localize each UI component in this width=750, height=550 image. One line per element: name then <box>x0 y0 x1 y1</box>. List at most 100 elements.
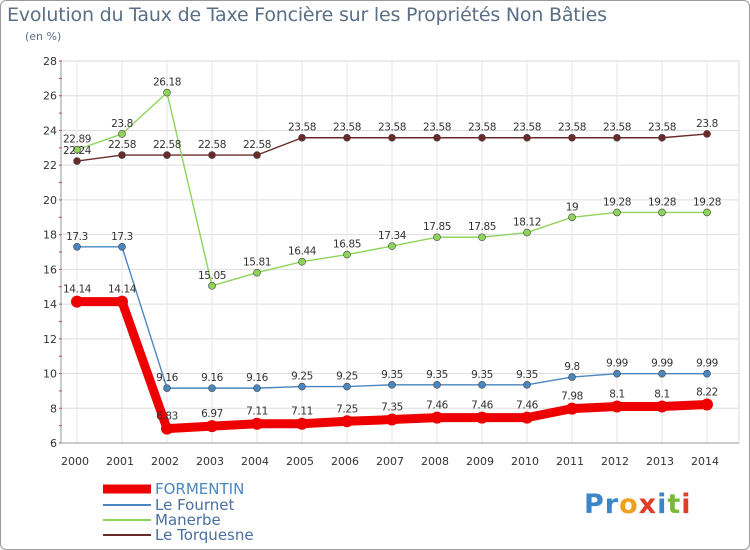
data-point <box>433 233 441 242</box>
data-label: 9.16 <box>156 372 178 384</box>
x-tick-label: 2010 <box>511 455 539 468</box>
data-label: 9.35 <box>471 369 493 381</box>
x-tick-label: 2009 <box>466 455 494 468</box>
x-tick-label: 2006 <box>331 455 359 468</box>
y-tick-label: 18 <box>43 229 57 242</box>
data-label: 7.11 <box>246 406 268 418</box>
data-point <box>613 369 621 378</box>
data-label: 16.85 <box>333 239 361 251</box>
data-label: 7.46 <box>471 400 493 412</box>
x-tick-label: 2008 <box>421 455 449 468</box>
data-label: 9.25 <box>291 371 313 383</box>
data-label: 6.97 <box>201 408 223 420</box>
data-point <box>208 151 216 159</box>
proxiti-logo: Proxiti <box>584 489 692 520</box>
data-point <box>433 381 441 389</box>
data-point <box>476 411 488 424</box>
data-label: 9.99 <box>696 358 718 370</box>
data-point <box>73 145 81 154</box>
data-label: 7.35 <box>381 402 403 414</box>
y-tick-label: 16 <box>43 263 57 276</box>
data-point <box>523 381 531 389</box>
data-point <box>388 133 396 142</box>
data-label: 7.11 <box>291 406 313 418</box>
data-label: 19 <box>566 201 579 213</box>
legend-label: Manerbe <box>155 511 221 529</box>
y-tick-label: 10 <box>43 368 57 381</box>
data-point <box>71 295 83 308</box>
data-label: 7.46 <box>516 400 538 412</box>
data-label: 23.58 <box>558 122 586 134</box>
data-point <box>566 402 578 415</box>
y-tick-label: 8 <box>50 402 57 415</box>
data-label: 17.34 <box>378 230 407 242</box>
data-point <box>208 282 216 290</box>
data-point <box>343 250 351 259</box>
data-label: 23.8 <box>696 118 718 130</box>
data-label: 19.28 <box>693 196 721 208</box>
y-tick-label: 26 <box>43 90 57 103</box>
plot-area <box>60 60 740 444</box>
x-tick-label: 2000 <box>61 455 89 468</box>
data-point <box>343 133 351 142</box>
y-tick-label: 28 <box>43 55 57 68</box>
data-label: 22.58 <box>243 139 271 151</box>
data-label: 23.58 <box>333 122 361 134</box>
data-point <box>703 130 711 138</box>
data-point <box>431 411 443 424</box>
x-tick-label: 2002 <box>151 455 179 468</box>
y-tick-label: 6 <box>50 437 57 450</box>
data-point <box>206 420 218 433</box>
data-label: 22.58 <box>108 139 136 151</box>
y-tick-label: 22 <box>43 159 57 172</box>
data-point <box>701 398 713 411</box>
legend-label: FORMENTIN <box>155 480 244 498</box>
data-label: 15.05 <box>198 270 226 282</box>
data-point <box>478 381 486 389</box>
data-point <box>703 369 711 378</box>
data-label: 9.35 <box>381 369 403 381</box>
x-tick-label: 2004 <box>241 455 269 468</box>
x-tick-label: 2003 <box>196 455 224 468</box>
data-label: 23.58 <box>513 122 541 134</box>
x-tick-label: 2012 <box>601 455 629 468</box>
data-point <box>523 228 531 237</box>
y-tick-label: 14 <box>43 298 57 311</box>
data-point <box>343 382 351 391</box>
data-label: 22.58 <box>153 139 181 151</box>
data-point <box>568 133 576 142</box>
data-point <box>658 208 666 217</box>
axes: 6 8 10 12 14 16 18 20 22 24 26 28 2000 2001 2002 2003 20… <box>43 55 739 468</box>
data-point <box>251 417 263 430</box>
data-point <box>163 151 171 159</box>
data-label: 9.99 <box>651 358 673 370</box>
data-label: 19.28 <box>648 196 676 208</box>
y-tick-label: 20 <box>43 194 57 207</box>
data-point <box>73 242 81 251</box>
data-point <box>253 384 261 392</box>
data-point <box>613 208 621 217</box>
data-label: 9.35 <box>516 369 538 381</box>
data-point <box>658 133 666 142</box>
data-label: 7.98 <box>561 391 583 403</box>
data-point <box>478 133 486 142</box>
data-label: 8.22 <box>696 386 718 398</box>
data-label: 9.25 <box>336 371 358 383</box>
data-label: 6.83 <box>156 411 178 423</box>
data-labels: 22.24 22.58 22.58 22.58 22.58 23.58 23.58 23.58… <box>63 77 721 423</box>
y-tick-label: 12 <box>43 333 57 346</box>
data-point <box>116 295 128 308</box>
data-label: 17.3 <box>66 231 88 243</box>
data-label: 8.1 <box>654 389 670 401</box>
data-point <box>296 417 308 430</box>
data-point <box>208 384 216 392</box>
data-label: 22.89 <box>63 134 91 146</box>
data-point <box>703 208 711 217</box>
data-label: 15.81 <box>243 257 271 269</box>
data-point <box>298 133 306 142</box>
data-point <box>118 242 126 251</box>
x-tick-label: 2014 <box>691 455 719 468</box>
data-label: 23.58 <box>648 122 676 134</box>
data-point <box>611 400 623 413</box>
